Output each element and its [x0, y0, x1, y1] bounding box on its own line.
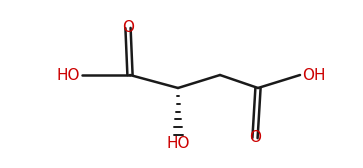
Text: OH: OH [302, 68, 326, 82]
Text: O: O [249, 131, 261, 145]
Text: O: O [122, 20, 134, 35]
Text: HO: HO [166, 136, 190, 151]
Text: HO: HO [57, 68, 80, 82]
